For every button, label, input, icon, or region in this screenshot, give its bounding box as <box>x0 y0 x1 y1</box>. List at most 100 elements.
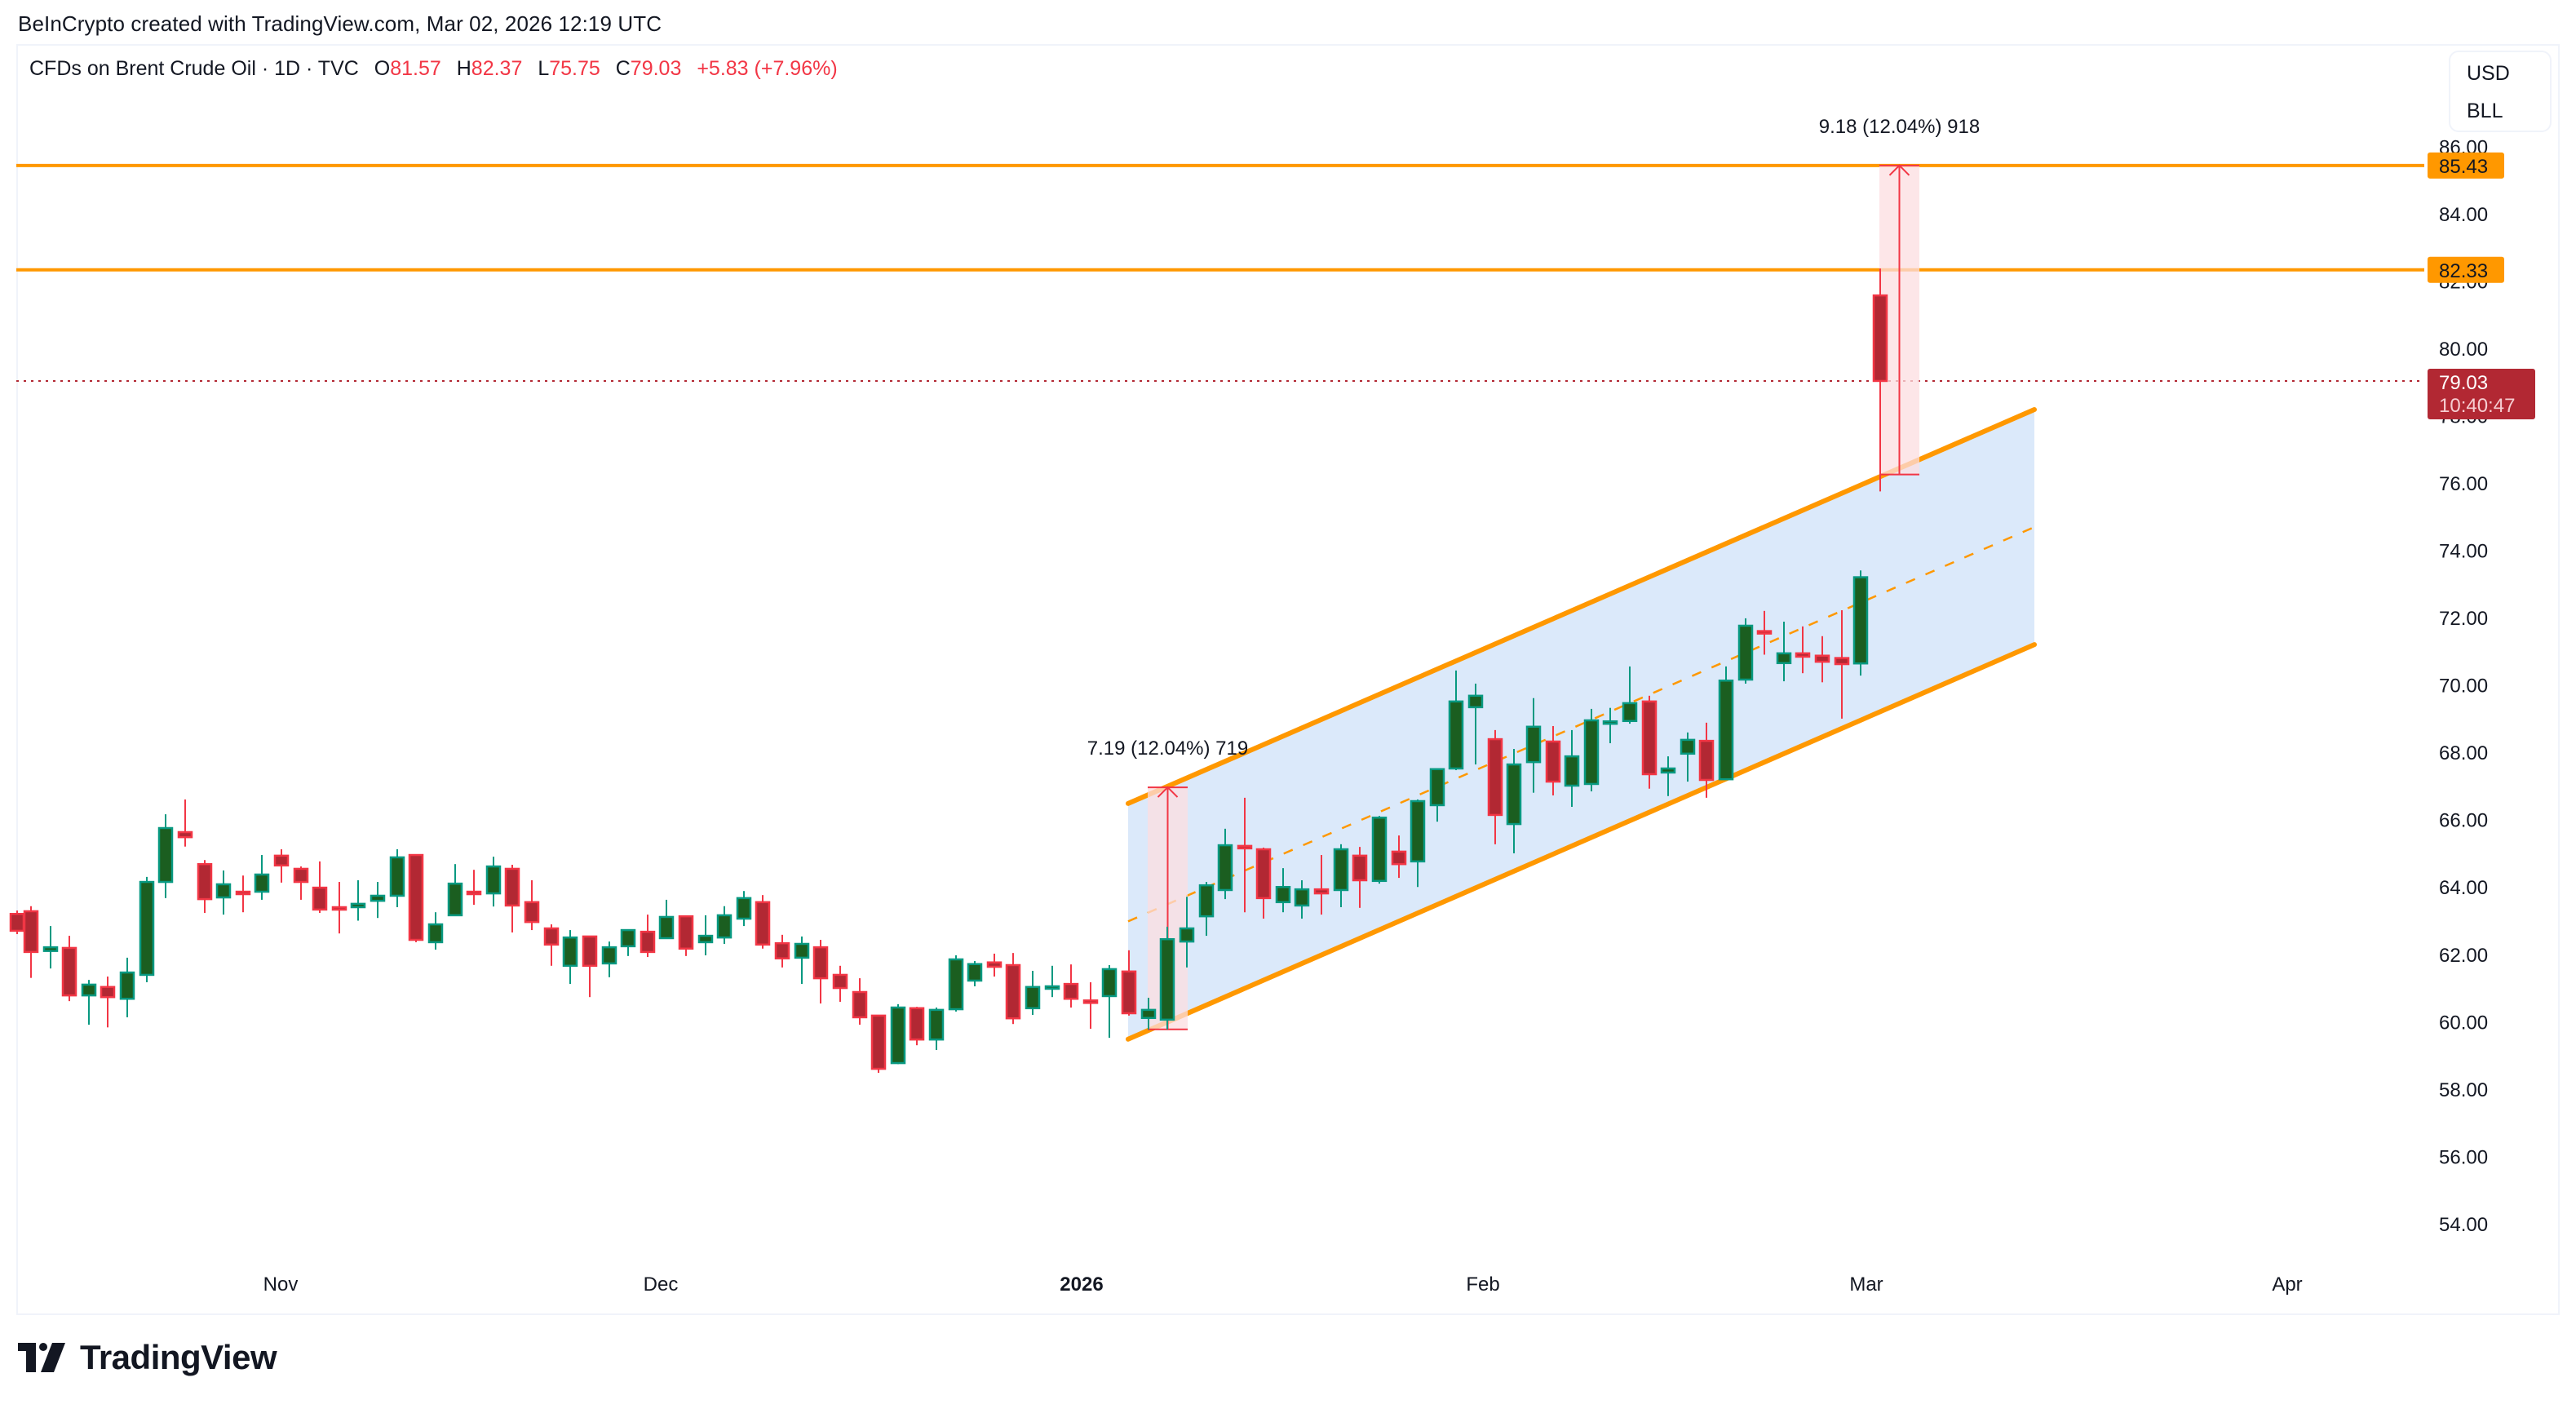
candle-body <box>1814 654 1830 663</box>
candle-body <box>1506 763 1522 826</box>
candle-up <box>890 1003 906 1065</box>
candle-body <box>1371 816 1388 883</box>
candle-up <box>1101 964 1118 1039</box>
candle-body <box>1622 702 1638 723</box>
candle-up <box>1776 622 1792 682</box>
candle-down <box>1872 268 1888 492</box>
candle-body <box>331 906 347 911</box>
candle-body <box>1217 844 1233 892</box>
price-tick-label: 80.00 <box>2439 339 2488 361</box>
candle-down <box>909 1007 925 1046</box>
candle-body <box>389 856 405 897</box>
candle-up <box>1294 879 1310 919</box>
candle-down <box>408 853 424 942</box>
open-value: 81.57 <box>390 57 441 80</box>
candle-body <box>1680 738 1696 755</box>
price-tick-label: 56.00 <box>2439 1146 2488 1168</box>
channel-midline <box>1127 525 2035 923</box>
channel-lower-line[interactable] <box>1126 642 2037 1042</box>
candle-body <box>254 873 270 893</box>
candle-down <box>100 977 116 1028</box>
candle-up <box>697 915 714 956</box>
candle-body <box>273 854 290 867</box>
candle-down <box>678 915 694 956</box>
price-tick-label: 70.00 <box>2439 675 2488 698</box>
candle-up <box>42 926 59 969</box>
tradingview-logo-icon <box>18 1343 65 1372</box>
candle-body <box>293 867 309 884</box>
candle-body <box>967 963 983 982</box>
measurement-label: 7.19 (12.04%) 719 <box>1087 738 1248 760</box>
price-tick-label: 74.00 <box>2439 541 2488 563</box>
candle-down <box>812 940 829 1004</box>
candle-up <box>81 980 97 1025</box>
unit-label[interactable]: BLL <box>2467 100 2503 122</box>
last-price-value: 79.03 <box>2439 372 2488 394</box>
time-tick-label: 2026 <box>1060 1273 1103 1296</box>
candle-body <box>1737 624 1754 681</box>
tradingview-logo[interactable]: TradingView <box>18 1338 277 1377</box>
candle-up <box>1025 971 1041 1016</box>
candle-body <box>1795 652 1811 658</box>
candle-up <box>139 876 155 983</box>
high-value: 82.37 <box>471 57 523 80</box>
candle-body <box>794 942 810 959</box>
currency-unit-selector[interactable]: USD BLL <box>2449 51 2552 132</box>
candle-up <box>1506 749 1522 853</box>
level-price-badge[interactable] <box>2428 152 2504 179</box>
candle-body <box>774 941 790 959</box>
candle-body <box>1082 999 1099 1004</box>
open-label: O <box>374 57 391 80</box>
candle-body <box>1756 630 1773 635</box>
candle-down <box>1391 835 1407 879</box>
candle-down <box>1005 953 1021 1025</box>
low-label: L <box>538 57 550 80</box>
time-axis[interactable]: Nov Dec 2026 Feb Mar Apr <box>263 1273 2303 1296</box>
candle-body <box>350 902 366 909</box>
candle-down <box>986 953 1003 977</box>
candle-body <box>697 934 714 944</box>
candle-body <box>100 986 116 999</box>
price-range-measurement[interactable]: 7.19 (12.04%) 719 <box>1087 738 1248 1030</box>
candle-body <box>1255 848 1272 900</box>
currency-label[interactable]: USD <box>2467 62 2510 85</box>
candle-down <box>640 915 656 958</box>
parallel-channel[interactable] <box>1126 407 2037 1042</box>
candle-body <box>812 946 829 980</box>
candle-body <box>485 865 502 895</box>
candle-down <box>852 978 868 1025</box>
price-axis[interactable]: 86.0084.0082.0080.0078.0076.0074.0072.00… <box>2428 136 2535 1236</box>
candle-body <box>1275 885 1291 904</box>
low-value: 75.75 <box>549 57 600 80</box>
candle-up <box>157 814 174 898</box>
candle-body <box>81 983 97 997</box>
candle-up <box>967 961 983 986</box>
candle-up <box>1140 998 1157 1030</box>
candle-up <box>447 864 463 917</box>
candle-up <box>1044 965 1060 998</box>
price-tick-label: 84.00 <box>2439 204 2488 226</box>
horizontal-levels[interactable] <box>16 163 2424 382</box>
candle-up <box>948 955 964 1012</box>
time-tick-label: Feb <box>1466 1273 1499 1296</box>
price-range-measurements[interactable]: 7.19 (12.04%) 719 9.18 (12.04%) 918 <box>1087 116 1980 1030</box>
last-price-badge[interactable] <box>2428 368 2535 419</box>
candle-up <box>794 936 810 985</box>
candle-down <box>235 875 251 913</box>
candle-up <box>1467 683 1484 765</box>
chart-pane[interactable] <box>16 44 2560 1315</box>
candle-body <box>870 1014 887 1070</box>
candle-body <box>447 882 463 917</box>
price-range-measurement[interactable]: 9.18 (12.04%) 918 <box>1819 116 1980 476</box>
level-price-badge[interactable] <box>2428 256 2504 283</box>
candle-up <box>1371 816 1388 884</box>
candle-body <box>909 1007 925 1041</box>
candle-up <box>658 899 675 940</box>
candle-up <box>1622 666 1638 724</box>
candle-body <box>524 901 540 924</box>
price-tick-label: 76.00 <box>2439 473 2488 495</box>
arrow-up-icon <box>1888 164 1910 176</box>
candle-body <box>1352 854 1368 882</box>
candle-down <box>755 895 771 949</box>
